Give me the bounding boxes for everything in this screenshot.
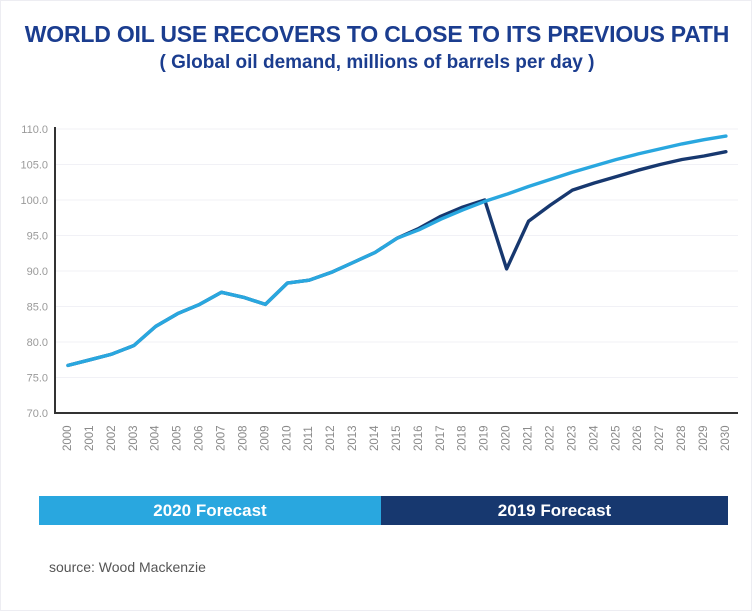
y-axis-tick-label: 75.0: [27, 373, 48, 385]
x-axis-tick-label: 2015: [391, 425, 403, 451]
x-axis-tick-label: 2030: [720, 425, 732, 451]
x-axis-tick-label: 2017: [435, 425, 447, 451]
y-axis-tick-label: 105.0: [20, 160, 48, 172]
source-note: source: Wood Mackenzie: [49, 559, 206, 575]
y-axis-tick-label: 110.0: [21, 124, 48, 136]
x-axis-tick-label: 2011: [303, 426, 315, 451]
x-axis-tick-label: 2026: [632, 425, 644, 451]
x-axis-tick-label: 2023: [566, 425, 578, 451]
chart-legend: 2020 Forecast 2019 Forecast: [39, 496, 728, 525]
line-2019-forecast: [66, 149, 728, 368]
page-subtitle: ( Global oil demand, millions of barrels…: [159, 52, 595, 73]
x-axis-tick-label: 2009: [259, 425, 271, 451]
x-axis-tick-label: 2001: [84, 425, 96, 451]
y-axis-tick-label: 95.0: [27, 231, 48, 243]
x-axis-tick-label: 2020: [501, 425, 513, 451]
y-axis-tick-label: 70.0: [27, 408, 48, 420]
x-axis-tick-label: 2021: [523, 425, 535, 451]
y-axis-tick-label: 85.0: [27, 302, 48, 314]
x-axis-tick-label: 2018: [457, 425, 469, 451]
legend-2020-forecast-label: 2020 Forecast: [153, 500, 267, 520]
x-axis-tick-label: 2019: [479, 425, 491, 451]
x-axis-tick-label: 2029: [698, 425, 710, 451]
x-axis-tick-label: 2022: [544, 425, 556, 451]
axis-lines: [54, 127, 738, 414]
x-axis-tick-label: 2014: [369, 425, 381, 451]
line-2020-forecast: [66, 134, 728, 368]
x-axis-tick-label: 2013: [347, 425, 359, 451]
x-axis-tick-label: 2006: [194, 425, 206, 451]
x-axis-tick-label: 2027: [654, 425, 666, 451]
x-axis-tick-label: 2012: [325, 425, 337, 451]
x-axis-tick-label: 2005: [172, 425, 184, 451]
x-axis-tick-label: 2025: [610, 425, 622, 451]
x-axis-tick-label: 2016: [413, 425, 425, 451]
x-axis-tick-label: 2007: [216, 425, 228, 451]
legend-2019-forecast: 2019 Forecast: [381, 496, 728, 525]
x-axis-tick-label: 2028: [676, 425, 688, 451]
legend-2020-forecast: 2020 Forecast: [39, 496, 381, 525]
y-axis-tick-label: 80.0: [27, 337, 48, 349]
x-axis-tick-label: 2024: [588, 425, 600, 451]
x-axis-tick-label: 2008: [237, 425, 249, 451]
y-axis-tick-label: 100.0: [20, 195, 48, 207]
legend-2019-forecast-label: 2019 Forecast: [497, 500, 612, 520]
title-block: WORLD OIL USE RECOVERS TO CLOSE TO ITS P…: [1, 19, 751, 77]
x-axis-tick-label: 2010: [281, 425, 293, 451]
x-axis-tick-label: 2004: [150, 425, 162, 451]
x-axis-tick-label: 2000: [62, 425, 74, 451]
x-axis-tick-label: 2003: [128, 425, 140, 451]
y-axis-tick-label: 90.0: [27, 266, 48, 278]
x-axis-tick-label: 2002: [106, 425, 118, 451]
page-title: WORLD OIL USE RECOVERS TO CLOSE TO ITS P…: [24, 21, 730, 47]
